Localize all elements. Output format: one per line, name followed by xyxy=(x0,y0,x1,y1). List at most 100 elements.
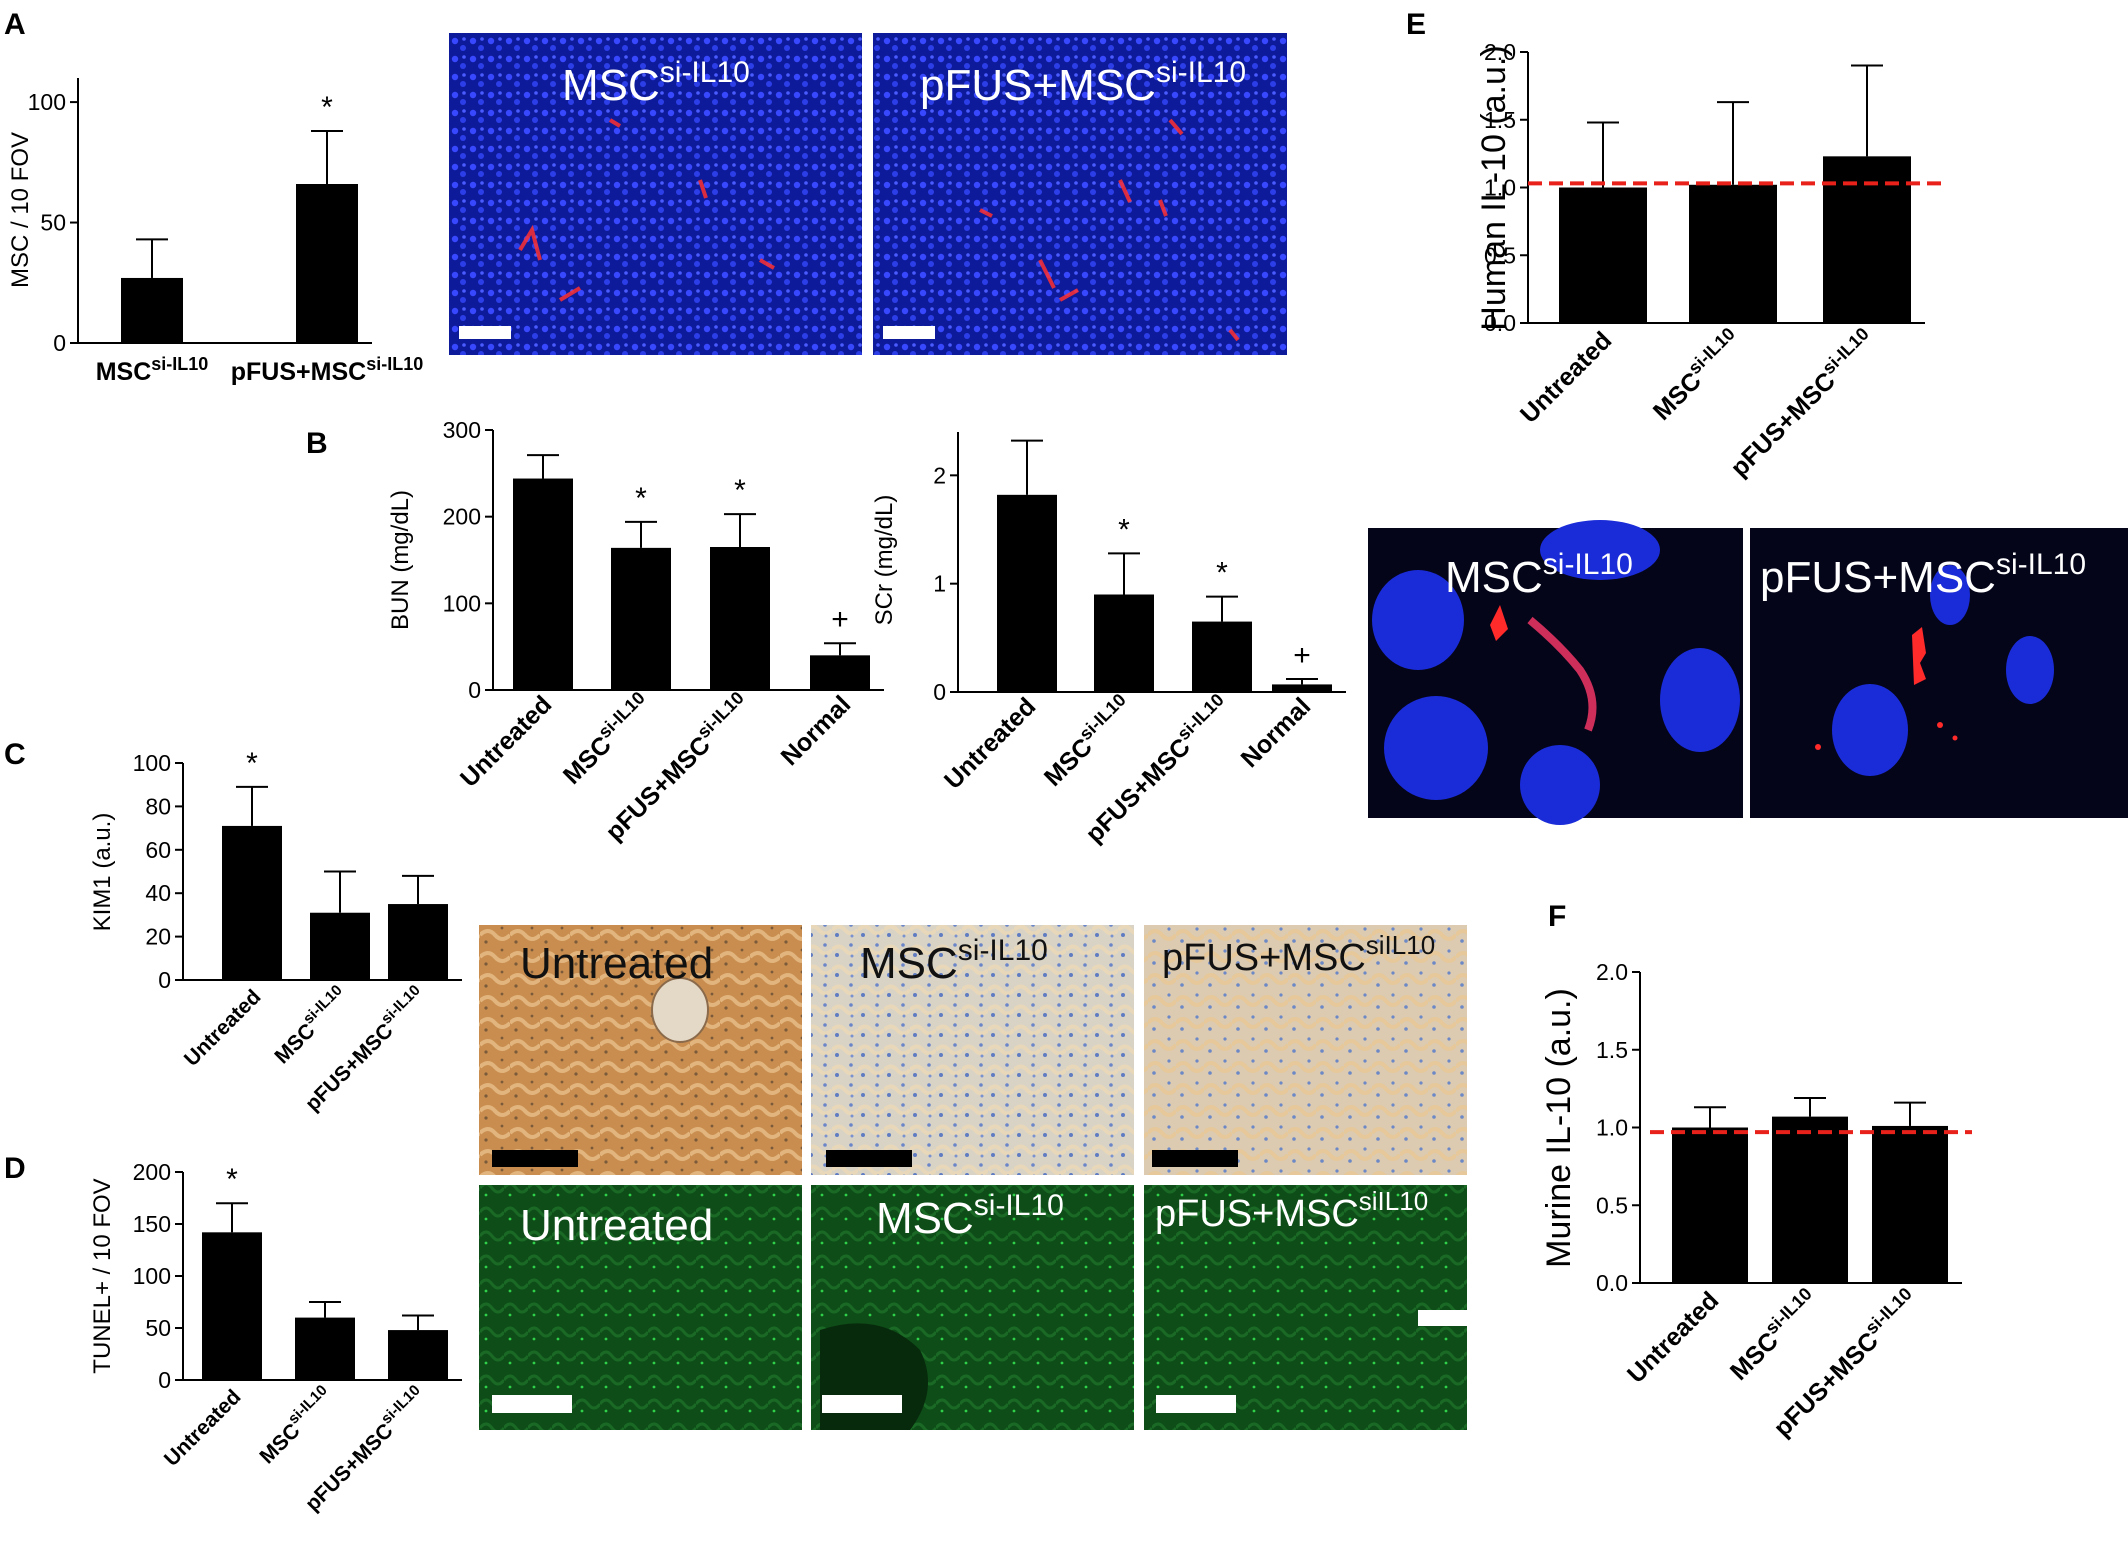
bar xyxy=(388,904,448,980)
panel-label-c: C xyxy=(4,738,26,771)
y-tick-label: 0 xyxy=(468,677,481,703)
category-label: MSCsi-IL10 xyxy=(267,982,354,1069)
significance-mark: * xyxy=(246,747,258,780)
bar xyxy=(997,494,1057,692)
y-tick-label: 1.5 xyxy=(1484,107,1516,133)
panel-label-d: D xyxy=(4,1152,26,1185)
y-tick-label: 60 xyxy=(145,837,171,863)
y-tick-label: 0 xyxy=(158,1367,171,1393)
y-tick-label: 2 xyxy=(933,462,946,488)
category-label: MSCsi-IL10 xyxy=(1722,1284,1824,1386)
chart-d-tunel: 0 50 100 150 200 TUNEL+ / 10 FOV * Untreated MSC… xyxy=(89,1159,462,1516)
micrograph-d1-label: Untreated xyxy=(520,1201,713,1250)
bar xyxy=(810,655,870,690)
panel-label-b: B xyxy=(306,427,328,460)
micrograph-d3-label: pFUS+MSCsiIL10 xyxy=(1155,1186,1428,1235)
bar xyxy=(1272,684,1332,692)
category-label: MSCsi-IL10 xyxy=(555,688,657,790)
y-tick-label: 200 xyxy=(133,1159,171,1185)
micrograph-a1: MSCsi-IL10 xyxy=(449,33,862,355)
y-tick-label: 2.0 xyxy=(1596,959,1628,985)
category-label: pFUS+MSCsi-IL10 xyxy=(1723,324,1882,483)
y-tick-label: 1 xyxy=(933,571,946,597)
category-label: pFUS+MSCsi-IL10 xyxy=(231,354,423,386)
micrograph-e2-label: pFUS+MSCsi-IL10 xyxy=(1760,548,2086,602)
significance-mark: * xyxy=(321,91,333,124)
micrograph-e1-label: MSCsi-IL10 xyxy=(1445,548,1633,602)
y-tick-label: 0 xyxy=(933,679,946,705)
y-tick-label: 50 xyxy=(145,1315,171,1341)
y-axis-label: SCr (mg/dL) xyxy=(871,495,898,626)
bar xyxy=(388,1330,448,1380)
chart-c-kim1: 0 20 40 60 80 100 KIM1 (a.u.) * Untreated MSCsi-I… xyxy=(89,747,462,1116)
y-tick-label: 100 xyxy=(28,89,66,115)
chart-f-murine-il10: 0.0 0.5 1.0 1.5 2.0 Murine IL-10 (a.u.) Untrea… xyxy=(1540,959,1972,1442)
significance-mark: * xyxy=(635,482,647,515)
y-tick-label: 0.5 xyxy=(1484,242,1516,268)
y-axis-label: Murine IL-10 (a.u.) xyxy=(1540,988,1578,1268)
y-axis-label: KIM1 (a.u.) xyxy=(89,813,116,932)
category-label: Normal xyxy=(776,690,857,771)
micrograph-c1-label: Untreated xyxy=(520,939,713,988)
bar xyxy=(222,825,282,980)
bar xyxy=(1192,621,1252,692)
micrograph-a2: pFUS+MSCsi-IL10 xyxy=(873,33,1287,355)
micrograph-a2-label: pFUS+MSCsi-IL10 xyxy=(920,56,1246,110)
bar xyxy=(1094,594,1154,692)
y-tick-label: 0.0 xyxy=(1596,1270,1628,1296)
micrograph-a1-label: MSCsi-IL10 xyxy=(562,56,750,110)
y-tick-label: 0.0 xyxy=(1484,310,1516,336)
y-tick-label: 0 xyxy=(158,967,171,993)
micrograph-d3: pFUS+MSCsiIL10 xyxy=(1144,1185,1467,1430)
category-label: Untreated xyxy=(160,1385,246,1471)
panel-label-f: F xyxy=(1548,900,1566,933)
micrograph-c2: MSCsi-IL10 xyxy=(811,925,1134,1175)
y-tick-label: 20 xyxy=(145,924,171,950)
y-axis-label: BUN (mg/dL) xyxy=(387,490,414,630)
chart-b-bun: 0 100 200 300 BUN (mg/dL) Untreated * MSCsi-IL1… xyxy=(387,417,884,846)
bar xyxy=(295,1317,355,1380)
y-tick-label: 1.0 xyxy=(1484,175,1516,201)
bar xyxy=(202,1232,262,1380)
category-label: MSCsi-IL10 xyxy=(252,1382,339,1469)
category-label: Untreated xyxy=(455,690,557,792)
category-label: Untreated xyxy=(180,985,266,1071)
y-tick-label: 80 xyxy=(145,793,171,819)
y-tick-label: 100 xyxy=(133,1263,171,1289)
y-tick-label: 1.5 xyxy=(1596,1037,1628,1063)
micrograph-e2: pFUS+MSCsi-IL10 xyxy=(1750,528,2128,818)
y-tick-label: 100 xyxy=(443,590,481,616)
bar xyxy=(1559,187,1647,323)
micrograph-d2-label: MSCsi-IL10 xyxy=(876,1189,1064,1243)
significance-mark: + xyxy=(1293,639,1311,672)
micrograph-d1: Untreated xyxy=(479,1185,802,1430)
significance-mark: + xyxy=(831,603,849,636)
y-axis-label: TUNEL+ / 10 FOV xyxy=(89,1178,116,1373)
y-tick-label: 50 xyxy=(40,210,66,236)
bar xyxy=(1823,156,1911,323)
y-axis-label: Human IL-10 (a.u.) xyxy=(1475,45,1513,330)
y-tick-label: 0.5 xyxy=(1596,1192,1628,1218)
category-label: MSCsi-IL10 xyxy=(1036,690,1138,792)
significance-mark: * xyxy=(734,474,746,507)
micrograph-c1: Untreated xyxy=(479,925,802,1175)
bar xyxy=(1772,1116,1848,1283)
significance-mark: * xyxy=(1118,513,1130,546)
y-tick-label: 200 xyxy=(443,504,481,530)
micrograph-d2: MSCsi-IL10 xyxy=(811,1185,1134,1430)
y-tick-label: 300 xyxy=(443,417,481,443)
bar xyxy=(296,184,358,343)
micrograph-c3-label: pFUS+MSCsiIL10 xyxy=(1162,930,1435,979)
micrograph-c2-label: MSCsi-IL10 xyxy=(860,934,1048,988)
category-label: MSCsi-IL10 xyxy=(96,354,209,386)
bar xyxy=(710,547,770,690)
bar xyxy=(1872,1125,1948,1283)
bar xyxy=(1689,184,1777,323)
y-tick-label: 1.0 xyxy=(1596,1115,1628,1141)
category-label: Untreated xyxy=(939,692,1041,794)
y-tick-label: 40 xyxy=(145,880,171,906)
bar xyxy=(611,547,671,690)
